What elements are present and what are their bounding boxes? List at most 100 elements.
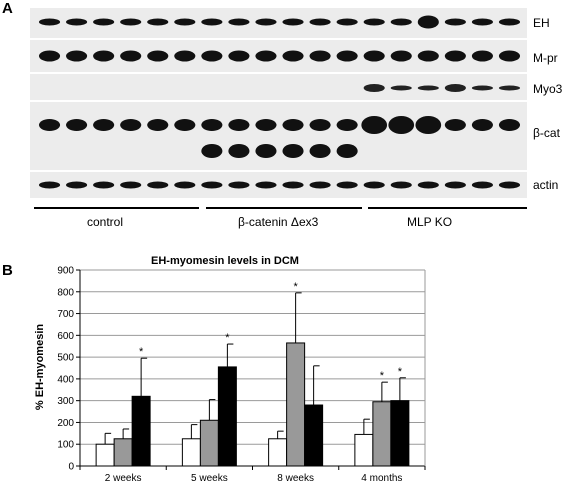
blot-band-myo3 <box>363 84 385 92</box>
blot-band-actin <box>282 181 304 189</box>
significance-star: * <box>139 346 144 358</box>
blot-band-myo3 <box>498 85 521 91</box>
blot-band-beta-cat <box>120 119 142 131</box>
y-tick-label: 0 <box>68 462 74 473</box>
bar <box>181 438 201 467</box>
blot-band-beta-cat <box>174 119 196 131</box>
group-label-control: control <box>87 215 124 229</box>
blot-strip-beta-cat <box>30 102 527 170</box>
blot-band-actin <box>228 181 250 189</box>
group-label-mlp-ko: MLP KO <box>407 215 453 229</box>
blot-band-actin <box>147 181 169 189</box>
blot-band-myo3 <box>444 84 466 92</box>
bar <box>304 404 324 467</box>
blot-band-beta-cat <box>336 119 358 131</box>
blot-band-beta-cat-lower <box>309 144 331 158</box>
blot-band-beta-cat <box>228 119 250 131</box>
x-tick-label: 5 weeks <box>191 473 228 484</box>
blot-band-m-pr <box>255 50 277 62</box>
blot-strip-myo3 <box>30 74 527 100</box>
blot-band-m-pr <box>147 50 169 62</box>
blot-band-m-pr <box>444 50 466 62</box>
chart-title: EH-myomesin levels in DCM <box>151 255 299 267</box>
blot-band-beta-cat <box>38 119 61 131</box>
blot-band-eh <box>336 18 358 26</box>
significance-star: * <box>293 281 298 293</box>
blot-band-m-pr <box>120 50 142 62</box>
blot-band-eh <box>93 18 115 26</box>
x-tick-label: 2 weeks <box>105 473 142 484</box>
blot-band-eh <box>282 18 304 26</box>
blot-band-actin <box>66 181 88 189</box>
y-tick-label: 900 <box>57 266 74 277</box>
blot-band-beta-cat-lower <box>336 144 358 158</box>
blot-band-beta-cat <box>471 119 493 131</box>
blot-band-beta-cat <box>498 119 521 131</box>
bar <box>372 401 392 467</box>
blot-band-beta-cat <box>309 119 331 131</box>
blot-band-beta-cat-lower <box>201 144 223 158</box>
blot-band-myo3 <box>390 85 412 91</box>
row-label-beta-cat: β-cat <box>533 126 560 140</box>
blot-band-m-pr <box>174 50 196 62</box>
blot-band-beta-cat <box>255 119 277 131</box>
row-label-m-pr: M-pr <box>533 51 558 65</box>
western-blot <box>30 8 527 209</box>
blot-band-actin <box>336 181 358 189</box>
blot-band-m-pr <box>201 50 223 62</box>
x-tick-label: 8 weeks <box>277 473 314 484</box>
y-tick-label: 600 <box>57 331 74 342</box>
blot-band-m-pr <box>471 50 493 62</box>
blot-band-m-pr <box>363 50 385 62</box>
blot-band-beta-cat <box>66 119 88 131</box>
x-tick-label: 4 months <box>361 473 402 484</box>
blot-band-beta-cat <box>361 116 388 134</box>
y-tick-label: 300 <box>57 396 74 407</box>
bar <box>390 400 410 467</box>
blot-band-myo3 <box>471 85 493 91</box>
blot-band-beta-cat <box>147 119 169 131</box>
y-axis-label: % EH-myomesin <box>34 324 46 410</box>
blot-band-beta-cat <box>388 116 415 134</box>
significance-star: * <box>380 370 385 382</box>
bar <box>286 342 306 467</box>
blot-band-m-pr <box>417 50 439 62</box>
blot-band-eh <box>66 18 88 26</box>
blot-band-m-pr <box>498 50 521 62</box>
blot-band-actin <box>174 181 196 189</box>
y-tick-label: 500 <box>57 353 74 364</box>
blot-band-m-pr <box>66 50 88 62</box>
blot-band-actin <box>498 181 521 189</box>
bar <box>217 366 237 467</box>
blot-band-eh <box>444 18 466 26</box>
blot-band-m-pr <box>38 50 61 62</box>
blot-band-beta-cat <box>444 119 466 131</box>
blot-band-eh <box>201 18 223 26</box>
blot-band-m-pr <box>309 50 331 62</box>
blot-band-eh <box>417 15 439 29</box>
blot-band-actin <box>201 181 223 189</box>
blot-band-actin <box>120 181 142 189</box>
panel-a-letter: A <box>2 0 13 17</box>
blot-band-eh <box>363 18 385 26</box>
bar <box>113 438 133 467</box>
blot-band-beta-cat-lower <box>228 144 250 158</box>
blot-band-beta-cat-lower <box>255 144 277 158</box>
blot-band-actin <box>471 181 493 189</box>
panel-b-letter: B <box>2 262 13 279</box>
blot-band-eh <box>174 18 196 26</box>
y-tick-label: 400 <box>57 374 74 385</box>
blot-band-actin <box>93 181 115 189</box>
row-label-myo3: Myo3 <box>533 82 563 96</box>
significance-star: * <box>225 332 230 344</box>
blot-band-m-pr <box>228 50 250 62</box>
blot-band-actin <box>390 181 412 189</box>
blot-band-beta-cat <box>201 119 223 131</box>
group-label-beta-catenin: β-catenin Δex3 <box>238 215 319 229</box>
y-tick-label: 200 <box>57 418 74 429</box>
bar <box>268 438 288 467</box>
blot-band-actin <box>444 181 466 189</box>
blot-band-beta-cat <box>415 116 442 134</box>
blot-band-eh <box>255 18 277 26</box>
